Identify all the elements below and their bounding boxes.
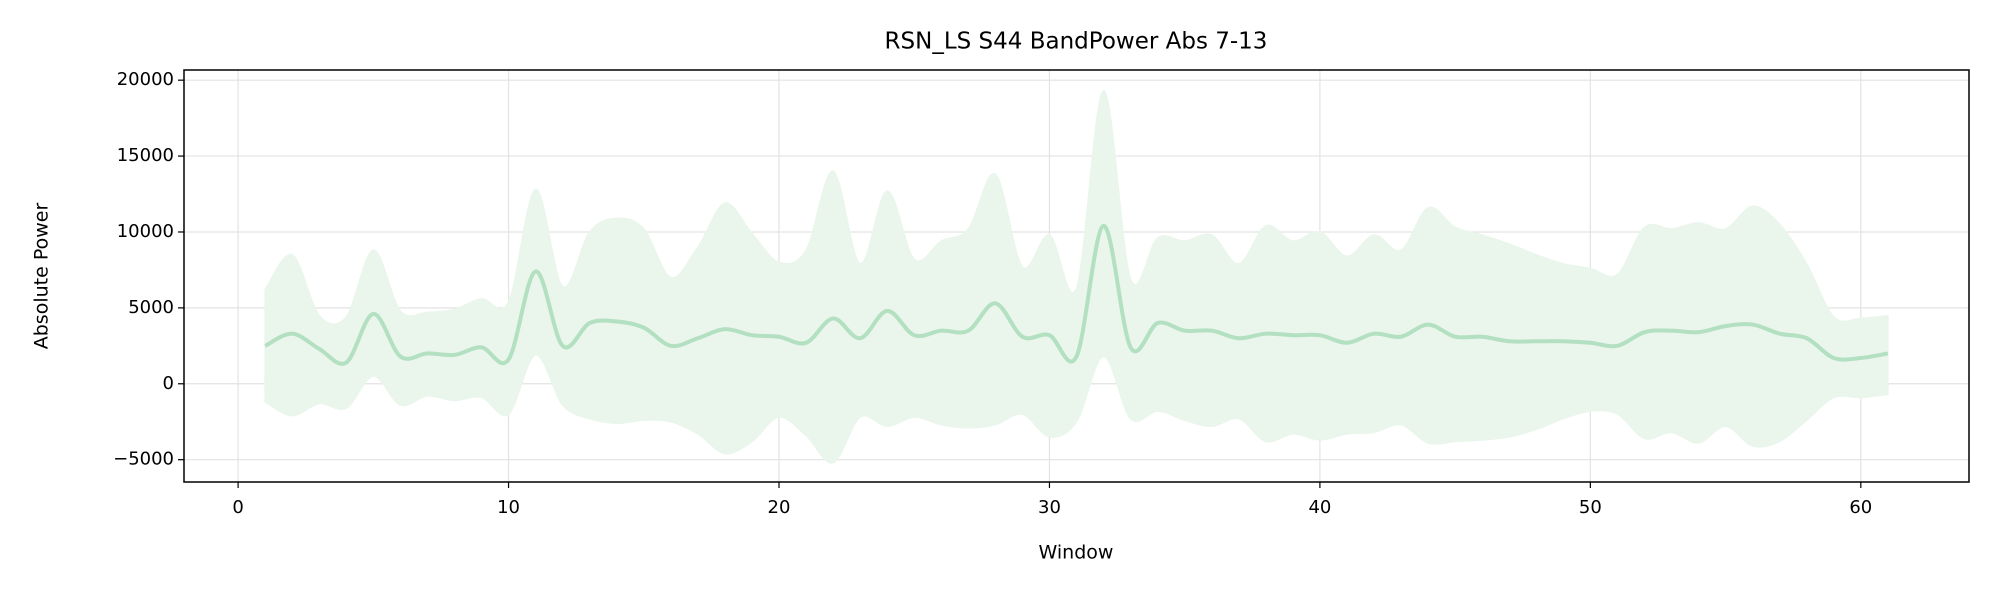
x-tick-label: 10 — [497, 497, 520, 518]
mean-line — [264, 223, 1889, 366]
x-tick-label: 20 — [768, 497, 791, 518]
plot-frame — [183, 69, 1970, 483]
y-tick-label: 15000 — [117, 145, 174, 166]
band — [264, 90, 1889, 464]
x-tick-label: 60 — [1849, 497, 1872, 518]
x-tick-label: 50 — [1579, 497, 1602, 518]
y-tick-label: 20000 — [117, 69, 174, 90]
y-axis-label: Absolute Power — [31, 203, 53, 350]
x-tick-label: 0 — [232, 497, 243, 518]
y-tick-label: 10000 — [117, 221, 174, 242]
chart-title: RSN_LS S44 BandPower Abs 7-13 — [885, 29, 1268, 55]
y-tick-label: 0 — [163, 373, 174, 394]
x-tick-label: 40 — [1308, 497, 1331, 518]
y-tick-label: 5000 — [128, 297, 174, 318]
x-tick-label: 30 — [1038, 497, 1061, 518]
x-axis-label: Window — [1039, 542, 1114, 564]
y-tick-label: −5000 — [113, 449, 174, 470]
